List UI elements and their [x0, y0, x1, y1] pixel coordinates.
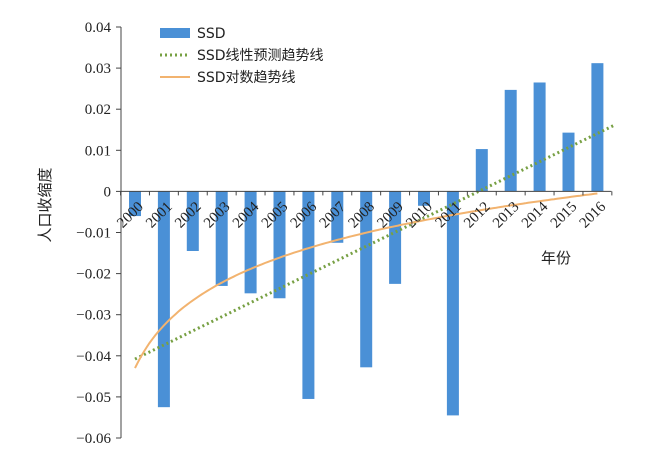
- bar-2001: [157, 191, 170, 408]
- bar-2000: [129, 191, 141, 217]
- bar-2013: [504, 89, 517, 192]
- legend: SSD SSD线性预测趋势线 SSD对数趋势线: [160, 26, 324, 86]
- legend-label-linear: SSD线性预测趋势线: [197, 48, 324, 64]
- y-axis-title: 人口收缩度: [36, 167, 54, 242]
- x-tick-label-2016: 2016: [577, 199, 610, 232]
- x-tick-label-2011: 2011: [433, 199, 465, 231]
- linear-trendline: [134, 124, 615, 361]
- y-tick-label: −0.02: [76, 267, 111, 283]
- bar-2014: [533, 82, 546, 192]
- x-axis-title: 年份: [541, 249, 571, 267]
- bar-2005: [273, 191, 286, 299]
- bar-2008: [360, 191, 373, 368]
- legend-label-log: SSD对数趋势线: [197, 70, 296, 86]
- log-trendline: [134, 192, 598, 369]
- legend-swatch-ssd: [160, 28, 190, 38]
- bars: [129, 63, 604, 416]
- y-tick-label: −0.03: [76, 308, 111, 324]
- bar-2003: [215, 191, 228, 286]
- bar-2016: [591, 63, 604, 192]
- y-tick-label: 0.02: [85, 102, 111, 118]
- y-tick-label: 0.04: [85, 20, 112, 36]
- y-tick-label: −0.05: [76, 390, 111, 406]
- x-tick-label-2010: 2010: [403, 199, 436, 232]
- bar-2010: [418, 191, 430, 206]
- y-tick-label: 0.03: [85, 61, 111, 77]
- y-tick-label: 0: [104, 184, 112, 200]
- y-tick-label: −0.06: [76, 431, 111, 447]
- x-tick-label-2000: 2000: [114, 199, 147, 232]
- bar-2011: [446, 191, 459, 416]
- trendlines: [134, 124, 615, 369]
- bar-2015: [562, 132, 575, 192]
- x-tick-label-2015: 2015: [548, 199, 581, 232]
- bar-2012: [475, 149, 488, 192]
- bar-2002: [186, 191, 199, 251]
- bar-2007: [331, 191, 344, 243]
- legend-label-ssd: SSD: [197, 26, 226, 42]
- bar-2009: [389, 191, 402, 284]
- axes: 0.04 0.03 0.02 0.01 0 −0.01 −0.02 −0.03 −0.04 −0.…: [76, 20, 613, 447]
- x-tick-label-2012: 2012: [461, 199, 494, 232]
- y-tick-label: −0.01: [76, 226, 111, 242]
- y-tick-label: 0.01: [85, 143, 111, 159]
- bar-2006: [302, 191, 315, 399]
- y-tick-label: −0.04: [76, 349, 111, 365]
